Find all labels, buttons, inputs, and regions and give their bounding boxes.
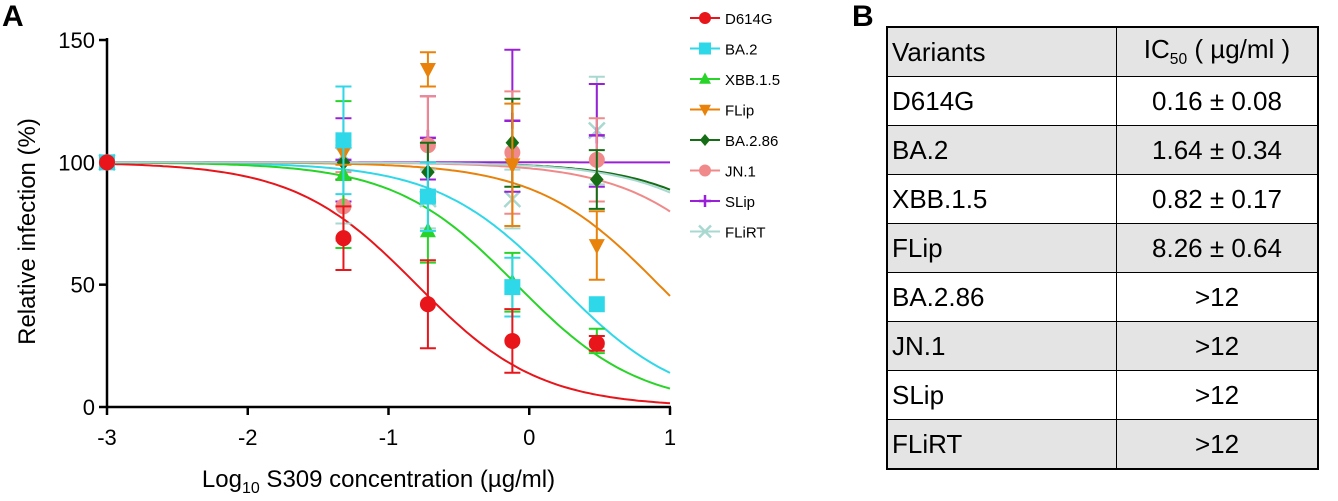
legend-label: BA.2.86: [725, 133, 778, 150]
marker-point: [99, 154, 115, 171]
panel-b-label: B: [852, 0, 874, 33]
table-row: BA.2.86 >12: [886, 272, 1319, 322]
variant-cell: XBB.1.5: [886, 174, 1117, 224]
header-ic50-main: IC: [1143, 34, 1170, 65]
fit-curve-flip: [107, 161, 671, 297]
marker-point: [698, 224, 712, 239]
series-xbb15: [99, 100, 605, 355]
legend-label: FLip: [725, 103, 754, 120]
ic50-cell: 8.26 ± 0.64: [1116, 223, 1319, 273]
legend-label: FLiRT: [725, 225, 766, 242]
legend-label: D614G: [725, 11, 773, 28]
marker-point: [588, 239, 605, 255]
y-tick-label: 0: [83, 395, 95, 420]
marker-point: [590, 171, 604, 188]
marker-point: [588, 335, 605, 352]
ic50-table: Variants IC50 ( µg/ml ) D614G 0.16 ± 0.08…: [886, 26, 1319, 470]
y-axis-title: Relative infection (%): [14, 118, 41, 345]
variant-cell: BA.2.86: [886, 272, 1117, 322]
table-header-row: Variants IC50 ( µg/ml ): [886, 26, 1319, 77]
marker-point: [504, 158, 521, 174]
marker-point: [699, 134, 711, 146]
ic50-cell: >12: [1116, 272, 1319, 322]
fit-curve-flirt: [107, 161, 671, 194]
x-axis-title: Log10 S309 concentration (µg/ml): [202, 466, 555, 497]
marker-point: [419, 188, 436, 205]
ic50-cell: >12: [1116, 370, 1319, 420]
table-row: FLip 8.26 ± 0.64: [886, 223, 1319, 273]
table-row: JN.1 >12: [886, 321, 1319, 371]
marker-point: [699, 164, 711, 177]
header-ic50-sub: 50: [1169, 51, 1188, 69]
legend-label: SLip: [725, 194, 755, 211]
marker-point: [699, 72, 711, 84]
table-row: XBB.1.5 0.82 ± 0.17: [886, 174, 1319, 224]
y-tick-label: 50: [71, 273, 95, 298]
x-tick-label: 0: [523, 425, 535, 450]
marker-point: [419, 62, 436, 79]
marker-point: [335, 132, 352, 149]
marker-point: [335, 230, 352, 247]
ic50-cell: 1.64 ± 0.34: [1116, 125, 1319, 175]
legend-item-jn1: JN.1: [690, 164, 756, 181]
series-ba2: [99, 85, 605, 318]
marker-point: [504, 279, 521, 296]
legend-item-d614g: D614G: [690, 11, 773, 28]
marker-point: [588, 296, 605, 313]
variant-cell: D614G: [886, 76, 1117, 126]
header-ic50: IC50 ( µg/ml ): [1116, 26, 1319, 77]
fit-curve-d614g: [106, 162, 671, 405]
table-row: FLiRT >12: [886, 419, 1319, 470]
legend-item-flirt: FLiRT: [690, 225, 766, 242]
legend-label: XBB.1.5: [725, 72, 780, 89]
marker-point: [699, 12, 711, 24]
marker-point: [419, 296, 436, 313]
legend-label: JN.1: [725, 164, 756, 181]
x-tick-label: 1: [664, 425, 676, 450]
ic50-cell: 0.82 ± 0.17: [1116, 174, 1319, 224]
series-ba286: [100, 97, 605, 210]
x-tick-label: -2: [238, 425, 258, 450]
table-row: D614G 0.16 ± 0.08: [886, 76, 1319, 126]
panel-a-label: A: [2, 0, 24, 33]
table-row: BA.2 1.64 ± 0.34: [886, 125, 1319, 175]
series-flirt: [98, 75, 606, 230]
header-ic50-unit: ( µg/ml ): [1187, 34, 1291, 65]
ic50-cell: >12: [1116, 419, 1319, 470]
legend-item-ba2: BA.2: [690, 42, 758, 59]
y-tick-label: 150: [58, 28, 95, 53]
legend-label: BA.2: [725, 42, 758, 59]
legend-item-xbb15: XBB.1.5: [690, 72, 780, 89]
header-variants: Variants: [886, 26, 1117, 77]
ic50-cell: >12: [1116, 321, 1319, 371]
table-row: SLip >12: [886, 370, 1319, 420]
fit-curve-xbb15: [106, 161, 671, 390]
legend-item-flip: FLip: [690, 103, 754, 120]
x-tick-label: -3: [97, 425, 117, 450]
variant-cell: FLip: [886, 223, 1117, 273]
series-d614g: [99, 154, 605, 374]
marker-point: [504, 332, 521, 349]
variant-cell: JN.1: [886, 321, 1117, 371]
variant-cell: BA.2: [886, 125, 1117, 175]
variant-cell: FLiRT: [886, 419, 1117, 470]
x-tick-label: -1: [379, 425, 399, 450]
variant-cell: SLip: [886, 370, 1117, 420]
neutralization-chart: 0 50 100 150 -3 -2 -1 0 1 Relative infection (%) L…: [14, 11, 780, 497]
marker-point: [699, 42, 711, 55]
fit-curve-ba2: [107, 161, 671, 374]
legend-item-slip: SLip: [690, 194, 755, 211]
legend-item-ba286: BA.2.86: [690, 133, 778, 150]
ic50-cell: 0.16 ± 0.08: [1116, 76, 1319, 126]
y-tick-label: 100: [58, 150, 95, 175]
marker-point: [699, 104, 711, 117]
